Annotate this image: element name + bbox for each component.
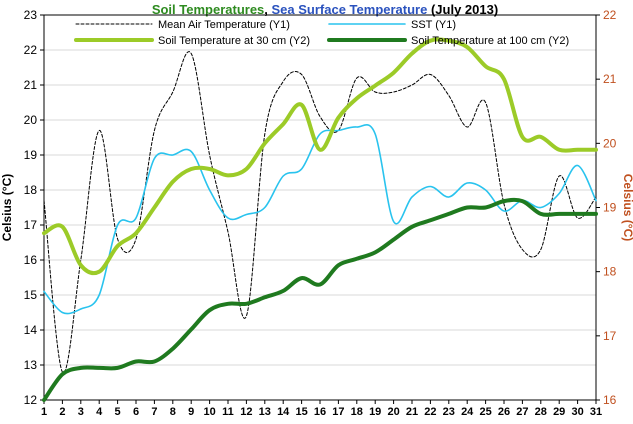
y1-tick-label: 13 — [24, 358, 38, 372]
x-tick-label: 12 — [240, 406, 252, 418]
chart-title-part: Sea Surface Temperature — [272, 2, 428, 17]
x-tick-label: 13 — [259, 406, 271, 418]
y1-tick-label: 20 — [24, 113, 38, 127]
series-lines — [42, 37, 598, 402]
y2-tick-label: 19 — [603, 201, 617, 215]
y1-tick-label: 21 — [24, 78, 38, 92]
x-tick-label: 6 — [133, 406, 139, 418]
y2-tick-label: 20 — [603, 136, 617, 150]
legend-label: Soil Temperature at 100 cm (Y2) — [411, 35, 569, 47]
series-line-1 — [43, 51, 597, 374]
series-line-2 — [43, 124, 597, 315]
x-tick-label: 7 — [151, 406, 157, 418]
x-tick-label: 11 — [222, 406, 234, 418]
y1-tick-label: 12 — [24, 393, 38, 407]
x-tick-label: 22 — [424, 406, 436, 418]
x-tick-label: 17 — [332, 406, 344, 418]
y2-axis-ticks: 16 17 18 19 20 21 22 — [596, 8, 617, 407]
x-tick-label: 24 — [461, 406, 474, 418]
x-tick-label: 25 — [479, 406, 491, 418]
y1-axis-label: Celsius (°C) — [0, 174, 14, 241]
x-tick-label: 4 — [96, 406, 103, 418]
x-tick-label: 29 — [553, 406, 565, 418]
legend-label: Soil Temperature at 30 cm (Y2) — [158, 35, 310, 47]
y2-tick-label: 17 — [603, 329, 617, 343]
x-tick-label: 18 — [351, 406, 363, 418]
chart-title-part: (July 2013) — [427, 2, 498, 17]
chart-title: Soil Temperatures, Sea Surface Temperatu… — [152, 2, 498, 17]
x-tick-label: 14 — [277, 406, 290, 418]
y1-tick-label: 16 — [24, 253, 38, 267]
x-tick-label: 23 — [443, 406, 455, 418]
y1-tick-label: 23 — [24, 8, 38, 22]
x-tick-label: 19 — [369, 406, 381, 418]
legend: Mean Air Temperature (Y1) SST (Y1) Soil Te… — [74, 19, 569, 47]
x-tick-label: 2 — [59, 406, 65, 418]
y1-tick-label: 19 — [24, 148, 38, 162]
y2-tick-label: 18 — [603, 265, 617, 279]
y1-tick-label: 18 — [24, 183, 38, 197]
y1-tick-label: 15 — [24, 288, 38, 302]
chart-title-part: Soil Temperatures — [152, 2, 264, 17]
y2-tick-label: 22 — [603, 8, 617, 22]
x-tick-label: 1 — [41, 406, 47, 418]
series-line-4 — [42, 197, 598, 402]
x-tick-label: 30 — [571, 406, 583, 418]
x-tick-label: 27 — [516, 406, 528, 418]
y1-tick-label: 14 — [24, 323, 38, 337]
legend-label: Mean Air Temperature (Y1) — [158, 19, 290, 31]
y1-tick-label: 17 — [24, 218, 38, 232]
y1-axis-ticks: 12 13 14 15 16 17 18 19 20 21 22 23 — [24, 8, 44, 407]
legend-label: SST (Y1) — [411, 19, 456, 31]
chart-title-part: , — [264, 2, 271, 17]
x-tick-label: 31 — [590, 406, 602, 418]
x-axis-ticks: 1 2 3 4 5 6 7 8 9 10 11 12 13 14 15 16 17 18 19 20 21 22 23 24 2… — [41, 400, 602, 418]
x-tick-label: 21 — [406, 406, 418, 418]
x-tick-label: 8 — [170, 406, 176, 418]
x-tick-label: 3 — [78, 406, 84, 418]
x-tick-label: 26 — [498, 406, 510, 418]
y2-tick-label: 21 — [603, 72, 617, 86]
y1-tick-label: 22 — [24, 43, 38, 57]
y2-axis-label: Celsius (°C) — [621, 174, 633, 241]
y2-tick-label: 16 — [603, 393, 617, 407]
x-tick-label: 16 — [314, 406, 326, 418]
x-tick-label: 15 — [295, 406, 307, 418]
series-line-3 — [42, 37, 598, 276]
x-tick-label: 5 — [115, 406, 121, 418]
x-tick-label: 9 — [188, 406, 194, 418]
x-tick-label: 20 — [387, 406, 399, 418]
x-tick-label: 10 — [203, 406, 215, 418]
x-tick-label: 28 — [535, 406, 547, 418]
